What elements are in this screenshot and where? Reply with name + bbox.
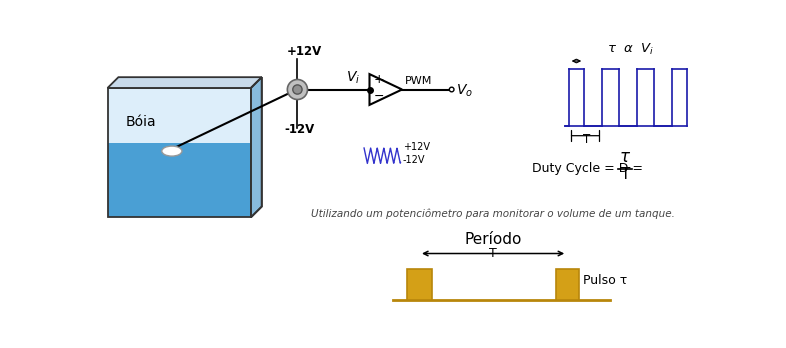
Polygon shape [251,77,262,217]
Text: T: T [621,167,630,182]
Text: -12V: -12V [403,156,425,165]
Text: T: T [582,133,590,147]
Text: -12V: -12V [285,122,314,136]
Text: $\tau$  $\alpha$  $V_i$: $\tau$ $\alpha$ $V_i$ [608,41,655,57]
Text: $V_o$: $V_o$ [457,82,473,98]
Bar [108,88,251,143]
Polygon shape [108,77,262,88]
Text: +12V: +12V [403,142,430,152]
Circle shape [288,79,307,100]
Bar [556,269,578,300]
Text: $\tau$: $\tau$ [619,148,631,166]
Text: Período: Período [464,232,521,247]
Text: Duty Cycle = D =: Duty Cycle = D = [532,162,647,175]
Bar [108,88,251,143]
Polygon shape [251,133,262,217]
Text: Bóia: Bóia [126,116,156,129]
Text: −: − [373,89,384,103]
Bar [406,269,432,300]
Text: Pulso τ: Pulso τ [583,274,628,286]
Text: PWM: PWM [405,76,432,86]
Ellipse shape [162,146,182,156]
Bar [108,143,251,217]
Text: +12V: +12V [287,45,321,58]
Text: $V_i$: $V_i$ [347,70,361,86]
Text: Utilizando um potenciômetro para monitorar o volume de um tanque.: Utilizando um potenciômetro para monitor… [311,209,675,219]
Text: T: T [489,247,497,260]
Circle shape [292,85,302,94]
Circle shape [450,87,454,92]
Text: +: + [373,73,384,86]
